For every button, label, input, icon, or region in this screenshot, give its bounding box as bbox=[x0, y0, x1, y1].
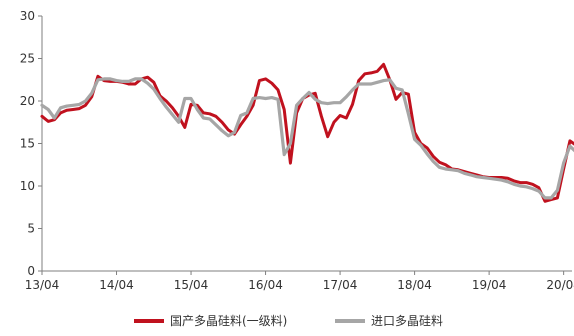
series-lines bbox=[40, 62, 574, 203]
y-tick-label: 15 bbox=[20, 137, 35, 151]
y-axis-ticks: 0 5 10 15 20 25 30 bbox=[20, 9, 42, 278]
x-tick-label: 16/04 bbox=[248, 278, 283, 292]
y-tick-label: 0 bbox=[27, 264, 35, 278]
x-tick-label: 13/04 bbox=[25, 278, 60, 292]
x-tick-label: 19/04 bbox=[472, 278, 507, 292]
x-axis-ticks: 13/04 14/04 15/04 16/04 17/04 18/04 19/04 20/04 bbox=[25, 271, 574, 292]
x-tick-label: 18/04 bbox=[397, 278, 432, 292]
chart-legend: 国产多晶硅料(一级料) 进口多晶硅料 bbox=[134, 314, 443, 328]
y-tick-label: 25 bbox=[20, 52, 35, 66]
y-tick-label: 20 bbox=[20, 94, 35, 108]
legend-label-imported: 进口多晶硅料 bbox=[371, 314, 443, 328]
y-tick-label: 10 bbox=[20, 179, 35, 193]
x-tick-label: 17/04 bbox=[323, 278, 358, 292]
y-tick-label: 30 bbox=[20, 9, 35, 23]
series-line-imported bbox=[40, 77, 574, 200]
chart-axes bbox=[41, 16, 572, 272]
legend-label-domestic: 国产多晶硅料(一级料) bbox=[170, 314, 287, 328]
y-tick-label: 5 bbox=[27, 222, 35, 236]
x-tick-label: 15/04 bbox=[174, 278, 209, 292]
x-tick-label: 20/04 bbox=[546, 278, 574, 292]
x-tick-label: 14/04 bbox=[99, 278, 134, 292]
series-line-domestic bbox=[40, 62, 574, 203]
